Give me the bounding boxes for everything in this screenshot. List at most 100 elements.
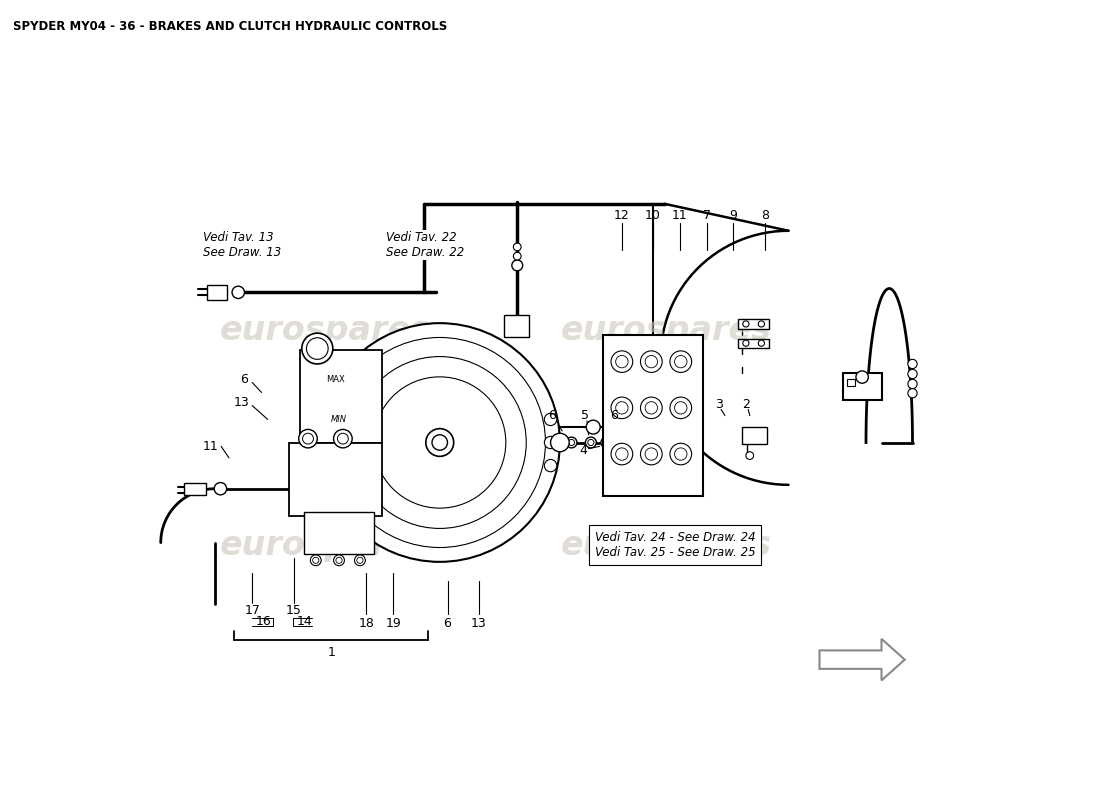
Bar (207, 285, 227, 300)
Bar (504, 315, 529, 337)
Circle shape (544, 414, 557, 426)
Circle shape (426, 429, 453, 456)
Text: 6: 6 (548, 409, 557, 422)
Text: 10: 10 (645, 209, 661, 222)
Circle shape (232, 286, 244, 298)
Circle shape (566, 437, 576, 448)
Circle shape (336, 558, 342, 563)
Circle shape (512, 260, 522, 270)
Circle shape (674, 402, 688, 414)
Circle shape (585, 437, 596, 448)
Bar (843, 373, 881, 400)
Text: 6: 6 (610, 409, 618, 422)
Circle shape (640, 397, 662, 418)
Bar (603, 334, 703, 496)
Circle shape (544, 436, 557, 449)
Text: Vedi Tav. 13
See Draw. 13: Vedi Tav. 13 See Draw. 13 (204, 230, 282, 258)
Circle shape (338, 434, 349, 444)
Text: 13: 13 (471, 617, 486, 630)
Text: 17: 17 (244, 604, 260, 617)
Circle shape (353, 357, 526, 529)
Bar (738, 338, 769, 348)
Text: 9: 9 (729, 209, 737, 222)
Circle shape (908, 379, 917, 389)
Circle shape (333, 555, 344, 566)
Text: 16: 16 (255, 615, 271, 629)
Bar (288, 442, 382, 516)
Circle shape (569, 439, 574, 446)
Bar (847, 379, 855, 386)
Circle shape (610, 397, 632, 418)
Circle shape (645, 355, 658, 368)
Circle shape (674, 355, 688, 368)
Circle shape (670, 351, 692, 373)
Circle shape (354, 555, 365, 566)
Text: 18: 18 (359, 617, 374, 630)
Circle shape (320, 323, 560, 562)
Text: 1: 1 (328, 646, 336, 659)
Bar (304, 512, 374, 554)
Circle shape (640, 443, 662, 465)
Circle shape (758, 321, 764, 327)
Circle shape (746, 452, 754, 459)
Circle shape (432, 435, 448, 450)
Circle shape (307, 338, 328, 359)
Polygon shape (820, 639, 904, 681)
Circle shape (742, 340, 749, 346)
Text: 11: 11 (672, 209, 688, 222)
Circle shape (301, 333, 333, 364)
Circle shape (514, 243, 521, 250)
Bar (184, 482, 206, 495)
Circle shape (334, 338, 546, 547)
Text: eurospares: eurospares (220, 529, 430, 562)
Circle shape (312, 558, 319, 563)
Circle shape (645, 448, 658, 460)
Circle shape (374, 377, 506, 508)
Circle shape (610, 443, 632, 465)
Text: 11: 11 (202, 440, 218, 453)
Text: 7: 7 (703, 209, 711, 222)
Text: 4: 4 (580, 444, 587, 457)
Bar (738, 319, 769, 329)
Circle shape (601, 437, 612, 448)
Circle shape (758, 340, 764, 346)
Circle shape (645, 402, 658, 414)
Bar (300, 350, 382, 442)
Text: eurospares: eurospares (220, 314, 430, 346)
Circle shape (603, 439, 609, 446)
Circle shape (214, 482, 227, 495)
Bar (742, 427, 767, 444)
Circle shape (616, 448, 628, 460)
Text: MIN: MIN (331, 415, 346, 424)
Text: 2: 2 (741, 398, 750, 410)
Text: 5: 5 (581, 409, 589, 422)
Circle shape (908, 370, 917, 378)
Text: 15: 15 (286, 604, 302, 617)
Circle shape (587, 439, 594, 446)
Circle shape (544, 459, 557, 472)
Circle shape (514, 252, 521, 260)
Circle shape (856, 371, 868, 383)
Text: 8: 8 (761, 209, 769, 222)
Circle shape (356, 558, 363, 563)
Circle shape (742, 321, 749, 327)
Circle shape (551, 434, 569, 452)
Circle shape (302, 434, 313, 444)
Text: Vedi Tav. 24 - See Draw. 24
Vedi Tav. 25 - See Draw. 25: Vedi Tav. 24 - See Draw. 24 Vedi Tav. 25… (595, 531, 756, 559)
Circle shape (586, 420, 601, 434)
Circle shape (610, 351, 632, 373)
Text: 6: 6 (443, 617, 451, 630)
Text: 6: 6 (241, 373, 249, 386)
Circle shape (670, 397, 692, 418)
Text: MAX: MAX (326, 375, 344, 384)
Circle shape (616, 402, 628, 414)
Text: 3: 3 (715, 398, 723, 410)
Text: eurospares: eurospares (561, 314, 771, 346)
Circle shape (310, 555, 321, 566)
Text: 12: 12 (614, 209, 629, 222)
Circle shape (299, 430, 317, 448)
Circle shape (640, 351, 662, 373)
Text: Vedi Tav. 22
See Draw. 22: Vedi Tav. 22 See Draw. 22 (385, 230, 464, 258)
Circle shape (908, 359, 917, 369)
Circle shape (670, 443, 692, 465)
